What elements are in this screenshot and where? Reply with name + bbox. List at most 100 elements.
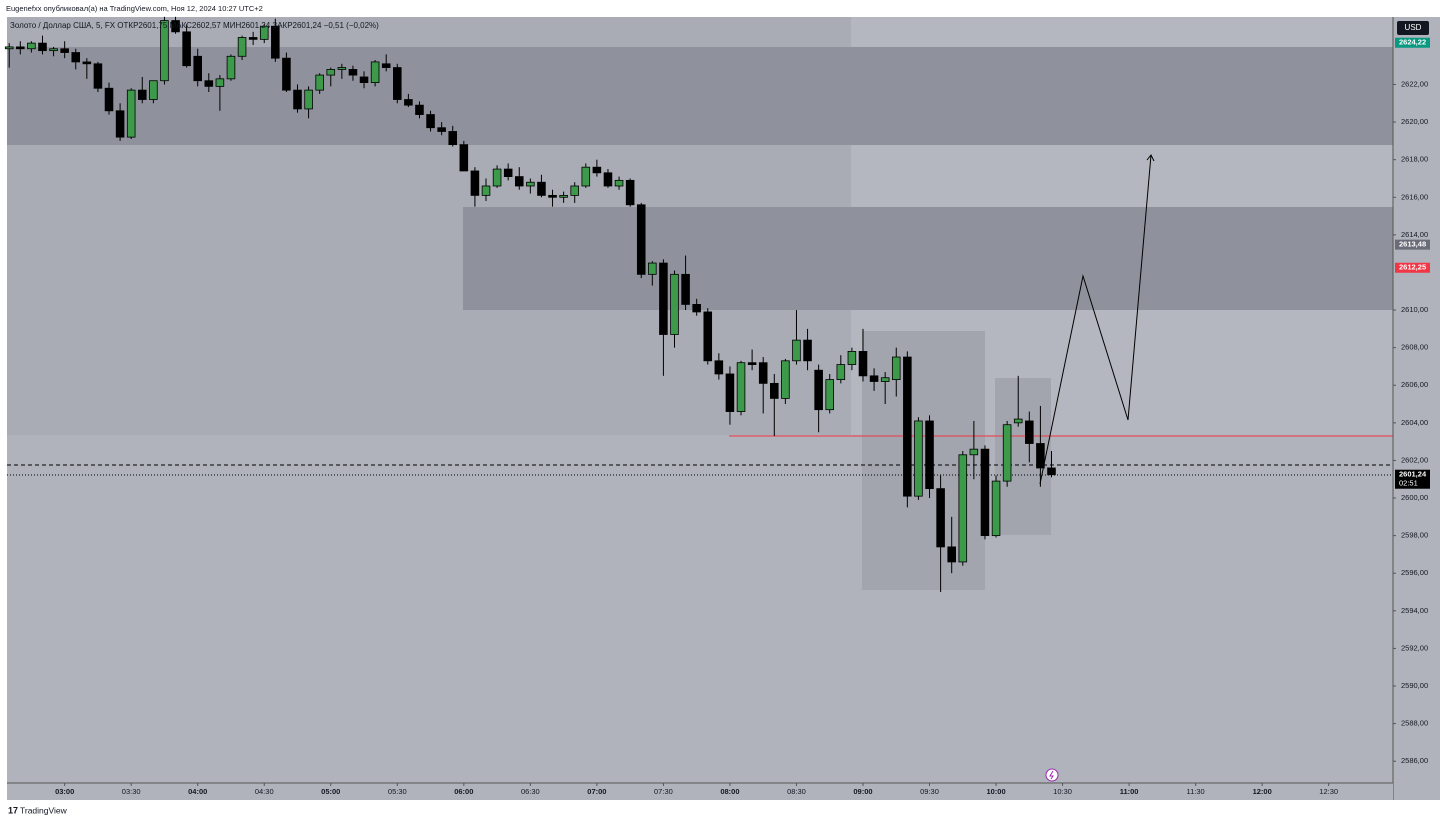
y-tick-label: 2598,00: [1401, 531, 1428, 540]
y-tick-label: 2604,00: [1401, 418, 1428, 427]
x-tick-label: 12:00: [1253, 787, 1272, 796]
x-tick-label: 04:00: [188, 787, 207, 796]
candle-body: [636, 204, 646, 275]
candle-body: [1036, 443, 1045, 469]
candle-body: [459, 144, 469, 172]
x-tick-label: 09:00: [853, 787, 872, 796]
candle-body: [781, 360, 790, 399]
candle-body: [326, 69, 336, 76]
y-tick-label: 2606,00: [1401, 380, 1428, 389]
price-label: 2624,22: [1399, 38, 1426, 47]
candle-body: [792, 339, 801, 362]
x-tick-label: 03:00: [55, 787, 74, 796]
price-label-bg: [1395, 239, 1430, 250]
candle-body: [82, 61, 92, 65]
candle-body: [137, 89, 147, 100]
x-tick-label: 10:30: [1053, 787, 1072, 796]
candle-body: [271, 25, 280, 59]
candle-body: [16, 46, 25, 50]
candle-body: [570, 185, 579, 196]
candle-body: [259, 25, 269, 40]
candle-body: [991, 480, 1001, 537]
candle-body: [470, 170, 480, 196]
candle-body: [725, 373, 735, 412]
price-label-bg: [1395, 469, 1430, 489]
candle-body: [1047, 467, 1056, 476]
candle-body: [149, 80, 158, 100]
y-tick-label: 2586,00: [1401, 756, 1428, 765]
y-tick-label: 2616,00: [1401, 192, 1428, 201]
candle-body: [581, 166, 591, 187]
x-tick-label: 07:30: [654, 787, 673, 796]
x-tick-label: 05:30: [388, 787, 407, 796]
candle-body: [1025, 420, 1034, 444]
currency-button[interactable]: [1397, 21, 1429, 35]
x-tick-label: 06:30: [521, 787, 540, 796]
event-icon[interactable]: [1045, 768, 1059, 782]
candle-body: [104, 87, 114, 112]
publisher: Eugenefxx опубликовал(а) на TradingView.…: [6, 4, 263, 13]
candle-body: [182, 31, 191, 67]
price-label: 2613,48: [1399, 240, 1426, 249]
candle-body: [503, 168, 513, 177]
x-tick-label: 08:00: [720, 787, 739, 796]
candle-body: [282, 57, 291, 91]
candle-body: [38, 42, 47, 52]
candle-body: [60, 48, 69, 53]
candle-body: [337, 67, 347, 70]
candle-body: [171, 20, 180, 33]
logo-mark: 17: [8, 805, 18, 815]
candle-body: [603, 172, 613, 187]
candle-body: [393, 67, 402, 100]
candle-body: [659, 262, 668, 335]
candle-body: [692, 304, 701, 313]
price-label-bg: [1395, 37, 1430, 48]
candle-body: [969, 448, 979, 456]
footer-bar: [0, 800, 1440, 823]
candle-body: [71, 52, 81, 63]
candle-body: [315, 74, 324, 91]
candle-body: [670, 273, 679, 335]
x-tick-label: 07:00: [587, 787, 606, 796]
price-axis: [1393, 17, 1440, 800]
arrow-head: [1146, 154, 1155, 162]
candle-body: [858, 351, 868, 377]
y-tick-label: 2618,00: [1401, 155, 1428, 164]
y-tick-label: 2596,00: [1401, 568, 1428, 577]
candle-body: [869, 375, 879, 382]
y-tick-label: 2602,00: [1401, 455, 1428, 464]
candle-body: [925, 420, 934, 490]
candle-body: [481, 185, 491, 196]
candle-body: [415, 104, 424, 115]
candle-body: [880, 377, 890, 382]
candle-body: [359, 76, 369, 84]
candle-body: [237, 37, 247, 57]
candle-body: [980, 448, 990, 537]
event-icon-bolt: [1049, 770, 1054, 780]
candle-body: [847, 351, 857, 365]
candle-body: [381, 63, 391, 68]
candle-body: [947, 546, 956, 563]
y-tick-label: 2610,00: [1401, 305, 1428, 314]
candle-body: [758, 362, 768, 384]
candle-body: [703, 311, 713, 362]
projection-path: [1039, 154, 1152, 485]
y-tick-label: 2594,00: [1401, 606, 1428, 615]
candle-body: [592, 166, 602, 174]
y-tick-label: 2592,00: [1401, 643, 1428, 652]
candle-body: [193, 55, 202, 82]
candle-body: [681, 273, 690, 305]
candle-body: [215, 78, 225, 87]
currency[interactable]: USD: [1405, 23, 1422, 32]
candle-body: [49, 48, 58, 52]
candle-body: [160, 20, 169, 82]
x-tick-label: 11:30: [1187, 787, 1205, 796]
header-bar: [0, 0, 1440, 17]
candle-body: [825, 379, 835, 411]
candles: [4, 16, 1056, 593]
x-tick-label: 11:00: [1120, 787, 1139, 796]
time-axis: [7, 783, 1393, 800]
x-tick-label: 03:30: [122, 787, 141, 796]
candle-body: [115, 110, 125, 138]
